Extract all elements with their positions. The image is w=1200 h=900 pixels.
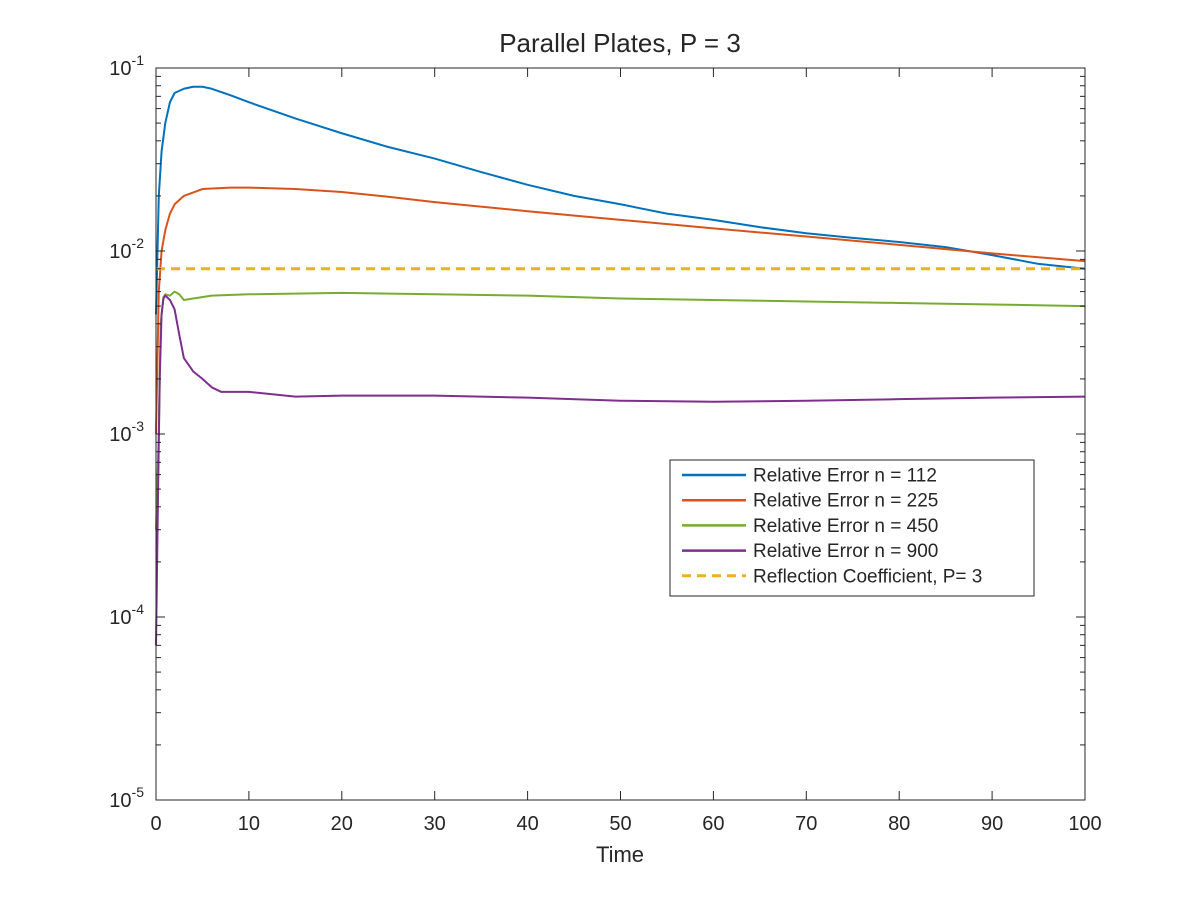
y-tick-label: 10-4 bbox=[109, 601, 144, 629]
x-tick-label: 50 bbox=[609, 813, 631, 835]
x-tick-label: 70 bbox=[795, 813, 817, 835]
legend-label-1: Relative Error n = 112 bbox=[753, 466, 937, 487]
plot-area bbox=[155, 67, 1086, 801]
legend-label-2: Relative Error n = 225 bbox=[753, 491, 938, 512]
chart-title: Parallel Plates, P = 3 bbox=[499, 28, 741, 58]
y-tick-label: 10-1 bbox=[109, 52, 144, 80]
series-line-4 bbox=[155, 294, 1086, 646]
legend-label-4: Relative Error n = 900 bbox=[753, 541, 938, 562]
series-line-2 bbox=[155, 186, 1086, 435]
x-tick-label: 90 bbox=[981, 813, 1003, 835]
y-tick-label: 10-2 bbox=[109, 235, 144, 263]
y-axis: 10-5 10-4 10-3 10-2 10-1 bbox=[109, 52, 1085, 812]
x-tick-label: 0 bbox=[150, 813, 161, 835]
x-axis-label: Time bbox=[596, 842, 644, 867]
plot-background bbox=[156, 68, 1085, 800]
x-tick-label: 20 bbox=[331, 813, 353, 835]
y-tick-label: 10-5 bbox=[109, 784, 144, 812]
x-tick-label: 30 bbox=[424, 813, 446, 835]
legend-label-5: Reflection Coefficient, P= 3 bbox=[753, 566, 982, 587]
x-tick-label: 100 bbox=[1068, 813, 1101, 835]
x-axis: 0 10 20 30 40 50 60 70 80 90 100 bbox=[150, 68, 1102, 835]
x-tick-label: 80 bbox=[888, 813, 910, 835]
series-line-1 bbox=[155, 85, 1086, 315]
legend: Relative Error n = 112 Relative Error n =… bbox=[669, 459, 1035, 597]
legend-box bbox=[669, 459, 1035, 597]
x-tick-label: 40 bbox=[516, 813, 538, 835]
x-tick-label: 60 bbox=[702, 813, 724, 835]
y-tick-label: 10-3 bbox=[109, 418, 144, 446]
legend-label-3: Relative Error n = 450 bbox=[753, 516, 938, 537]
x-tick-label: 10 bbox=[238, 813, 260, 835]
